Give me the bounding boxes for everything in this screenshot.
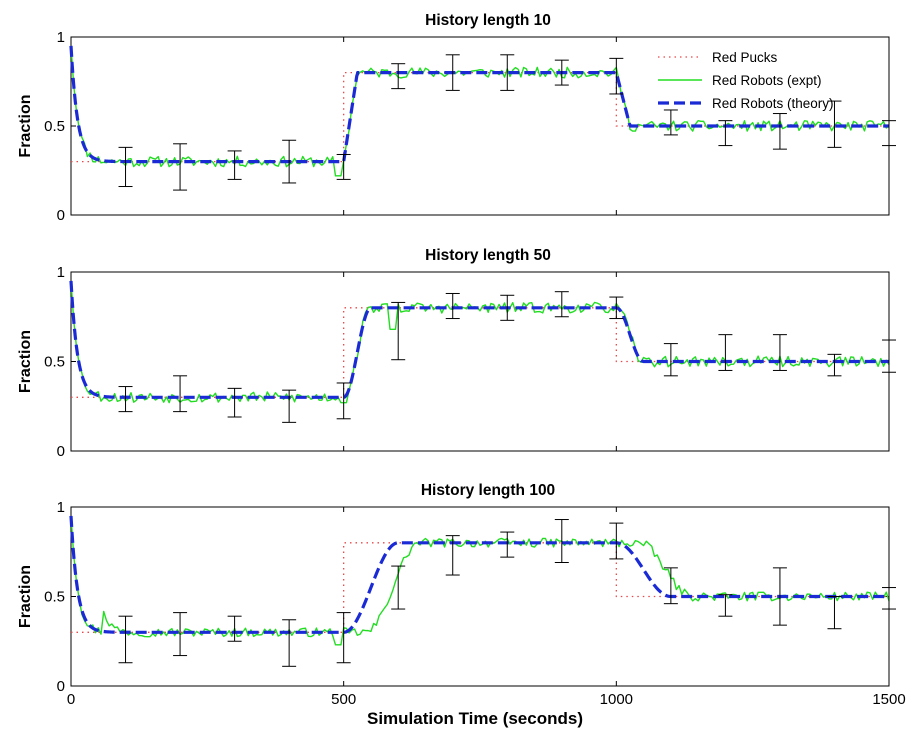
error-bar: [500, 54, 515, 91]
error-bar: [827, 596, 842, 630]
error-bar: [554, 59, 569, 86]
y-axis-label: Fraction: [17, 565, 34, 628]
error-bar: [227, 150, 242, 180]
chart-title: History length 50: [425, 247, 551, 264]
error-bar: [882, 120, 896, 147]
plot-frame: [70, 36, 890, 216]
error-bar: [772, 567, 787, 626]
series-red-robots-theory: [69, 45, 889, 164]
error-bar: [118, 386, 133, 413]
error-bar: [663, 567, 678, 605]
error-bar: [173, 143, 188, 191]
error-bar: [827, 100, 842, 148]
error-bar: [391, 565, 406, 610]
plot-panel-2: History length 50 Fraction 0 0.5 1: [17, 247, 896, 460]
error-bar: [663, 109, 678, 136]
series-red-robots-expt: [70, 515, 890, 646]
error-bar: [500, 294, 515, 321]
legend: Red Pucks Red Robots (expt) Red Robots (th…: [658, 50, 834, 111]
error-bar: [282, 139, 297, 184]
error-bar: [336, 382, 351, 420]
y-tick-label: 0: [57, 207, 65, 224]
error-bar: [282, 389, 297, 423]
y-tick-label: 1: [57, 29, 65, 46]
error-bar: [554, 291, 569, 318]
error-bar: [173, 612, 188, 657]
plot-panel-3: History length 100 Fraction 0 0.5 1 0 500 1000 1…: [17, 482, 906, 708]
error-bar: [827, 353, 842, 377]
y-tick-label: 1: [57, 264, 65, 281]
error-bar: [445, 54, 460, 91]
error-bar: [609, 57, 624, 95]
y-axis-label: Fraction: [17, 330, 34, 393]
error-bar: [227, 387, 242, 418]
plot-frame: [70, 271, 890, 452]
x-tick-label: 1000: [600, 691, 633, 708]
error-bar: [772, 334, 787, 371]
series-red-robots-theory: [69, 515, 889, 634]
error-bar: [772, 113, 787, 150]
y-tick-label: 0.5: [44, 118, 65, 135]
x-tick-label: 500: [331, 691, 356, 708]
error-bar: [118, 146, 133, 188]
error-bar: [500, 531, 515, 558]
y-tick-label: 0: [57, 443, 65, 460]
y-tick-label: 0.5: [44, 589, 65, 606]
error-bar: [718, 594, 733, 617]
error-bar: [118, 615, 133, 664]
x-axis-label: Simulation Time (seconds): [367, 709, 583, 728]
error-bar: [718, 120, 733, 147]
error-bar: [227, 615, 242, 642]
chart-title: History length 10: [425, 12, 551, 29]
chart-title: History length 100: [421, 482, 555, 499]
x-tick-label: 0: [67, 691, 75, 708]
error-bar: [445, 535, 460, 576]
error-bar: [336, 612, 351, 664]
error-bar: [391, 63, 406, 90]
y-tick-label: 0: [57, 678, 65, 695]
series-red-robots-theory: [69, 280, 889, 399]
y-tick-label: 0.5: [44, 354, 65, 371]
y-axis-label: Fraction: [17, 94, 34, 157]
error-bar: [609, 296, 624, 320]
error-bar: [718, 334, 733, 371]
error-bar: [663, 343, 678, 377]
error-bar: [882, 339, 896, 373]
legend-label: Red Pucks: [712, 50, 778, 65]
error-bar: [282, 619, 297, 667]
error-bar: [336, 153, 351, 180]
x-tick-label: 1500: [872, 691, 905, 708]
series-red-robots-expt: [70, 45, 890, 177]
error-bar: [609, 522, 624, 560]
error-bar: [391, 301, 406, 361]
legend-label: Red Robots (expt): [712, 73, 822, 88]
error-bar: [554, 519, 569, 563]
y-tick-label: 1: [57, 499, 65, 516]
series-red-robots-expt: [70, 280, 890, 404]
error-bar: [173, 375, 188, 413]
legend-label: Red Robots (theory): [712, 96, 834, 111]
error-bar: [445, 292, 460, 320]
error-bar: [882, 587, 896, 610]
